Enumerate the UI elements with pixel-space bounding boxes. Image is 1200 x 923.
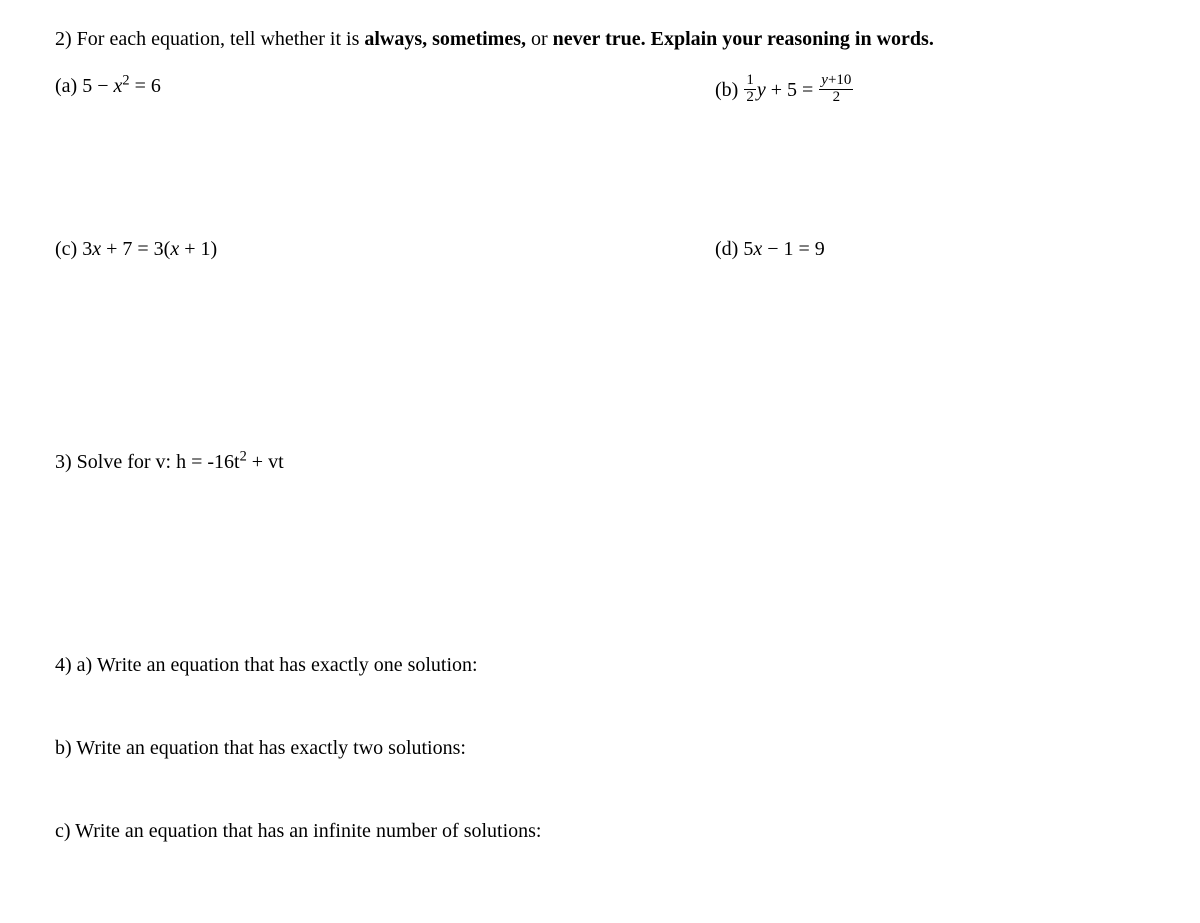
q2-b-mid: + 5 = — [766, 79, 819, 101]
q3-prompt: 3) Solve for v: — [55, 451, 176, 473]
q2-c-var1: x — [92, 238, 101, 260]
q2-b-frac2-num-var: y — [821, 72, 828, 88]
q2-grid: (a) 5 − x2 = 6 (b) 12y + 5 = y+102 (c) 3… — [55, 75, 1145, 261]
q2-c-label: (c) — [55, 238, 82, 260]
q4-c: c) Write an equation that has an infinit… — [55, 820, 1145, 843]
q2-d-label: (d) — [715, 238, 743, 260]
q2-a-label: (a) — [55, 75, 82, 97]
q3-equation: h = -16t2 + vt — [176, 451, 284, 473]
q2-a-exp: 2 — [122, 72, 129, 88]
q4-b: b) Write an equation that has exactly tw… — [55, 737, 1145, 760]
q2-a-lhs-const: 5 − — [82, 75, 113, 97]
q2-b-frac2-num: y+10 — [819, 73, 853, 90]
q2-prompt: 2) For each equation, tell whether it is… — [55, 28, 1145, 51]
q2-b-frac1-den: 2 — [744, 90, 756, 106]
q2-d-var: x — [753, 238, 762, 260]
q2-b: (b) 12y + 5 = y+102 — [610, 75, 1145, 108]
q2-prompt-prefix: 2) For each equation, tell whether it is — [55, 28, 364, 50]
q2-c-lhs: 3 — [82, 238, 92, 260]
q2-d-rest: − 1 = 9 — [762, 238, 825, 260]
q2-d-lhs: 5 — [743, 238, 753, 260]
q3: 3) Solve for v: h = -16t2 + vt — [55, 451, 1145, 474]
q2-b-frac2: y+102 — [819, 73, 853, 106]
q2-c-mid: + 7 = 3( — [101, 238, 170, 260]
q3-eq-exp: 2 — [240, 448, 247, 464]
q2-b-label: (b) — [715, 79, 743, 101]
q2-c-var2: x — [170, 238, 179, 260]
q3-eq-h: h = -16t — [176, 451, 240, 473]
worksheet-page: 2) For each equation, tell whether it is… — [0, 0, 1200, 923]
q4-a: 4) a) Write an equation that has exactly… — [55, 654, 1145, 677]
q2-b-var: y — [757, 79, 766, 101]
q2-c: (c) 3x + 7 = 3(x + 1) — [55, 238, 590, 261]
q2-b-frac1-num: 1 — [744, 73, 756, 90]
q2-b-frac1: 12 — [744, 73, 756, 106]
q2-b-frac2-num-rest: +10 — [828, 72, 851, 88]
q2-b-frac2-den: 2 — [819, 90, 853, 106]
q2-prompt-bold1: always, sometimes, — [364, 28, 526, 50]
q2-c-end: + 1) — [179, 238, 217, 260]
q2-a-rhs: = 6 — [130, 75, 161, 97]
q3-eq-rest: + vt — [247, 451, 284, 473]
q2-d: (d) 5x − 1 = 9 — [610, 238, 1145, 261]
q2-a: (a) 5 − x2 = 6 — [55, 75, 590, 108]
q2-prompt-mid: or — [526, 28, 553, 50]
q2-prompt-bold2: never true. Explain your reasoning in wo… — [553, 28, 934, 50]
